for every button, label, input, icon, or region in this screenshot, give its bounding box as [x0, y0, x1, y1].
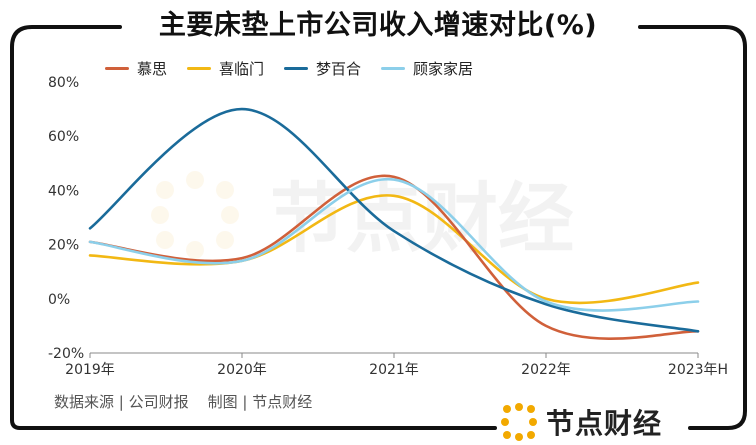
x-tick-label: 2022年	[521, 362, 571, 378]
legend-item-mousi: 慕思	[105, 58, 167, 79]
y-tick-label: 60%	[48, 129, 79, 145]
legend-label: 顾家家居	[413, 60, 474, 78]
y-tick-label: 40%	[48, 183, 79, 199]
legend-item-xilinmen: 喜临门	[187, 58, 264, 79]
chart-title: 主要床垫上市公司收入增速对比(%)	[0, 3, 756, 42]
y-tick-label: 80%	[48, 75, 79, 91]
legend: 慕思 喜临门 梦百合 顾家家居	[105, 58, 473, 79]
legend-swatch	[105, 67, 129, 70]
legend-swatch	[284, 67, 309, 70]
legend-label: 喜临门	[219, 60, 265, 78]
brand-name: 节点财经	[546, 407, 663, 440]
brand-dots-icon	[501, 403, 537, 441]
series-line-gujiajiaju	[88, 178, 700, 312]
legend-label: 慕思	[137, 60, 168, 78]
series-line-mousi	[88, 174, 700, 340]
frame-border	[10, 25, 747, 430]
x-tick-label: 2020年	[217, 362, 267, 378]
legend-item-gujiajiaju: 顾家家居	[381, 58, 473, 79]
series-line-mengbaihe	[88, 107, 700, 333]
plot-lines	[88, 107, 700, 340]
x-tick-label: 2023年H	[668, 362, 728, 378]
legend-label: 梦百合	[316, 60, 362, 78]
x-tick-label: 2021年	[369, 362, 419, 378]
y-tick-label: -20%	[48, 346, 84, 362]
series-line-xilinmen	[88, 194, 700, 305]
legend-swatch	[187, 67, 212, 70]
watermark: 节点财经	[151, 171, 574, 263]
x-tick-label: 2019年	[65, 362, 115, 378]
legend-swatch	[381, 67, 406, 70]
y-tick-label: 20%	[48, 238, 79, 254]
plot-axes: -20% 0% 20% 40% 60% 80% 2019年 2020年 2021年 2022年 20…	[48, 75, 728, 378]
legend-item-mengbaihe: 梦百合	[284, 58, 361, 79]
source-note: 数据来源 | 公司财报 制图 | 节点财经	[54, 393, 313, 411]
brand-logo: 节点财经	[500, 402, 662, 442]
y-tick-label: 0%	[48, 292, 70, 308]
